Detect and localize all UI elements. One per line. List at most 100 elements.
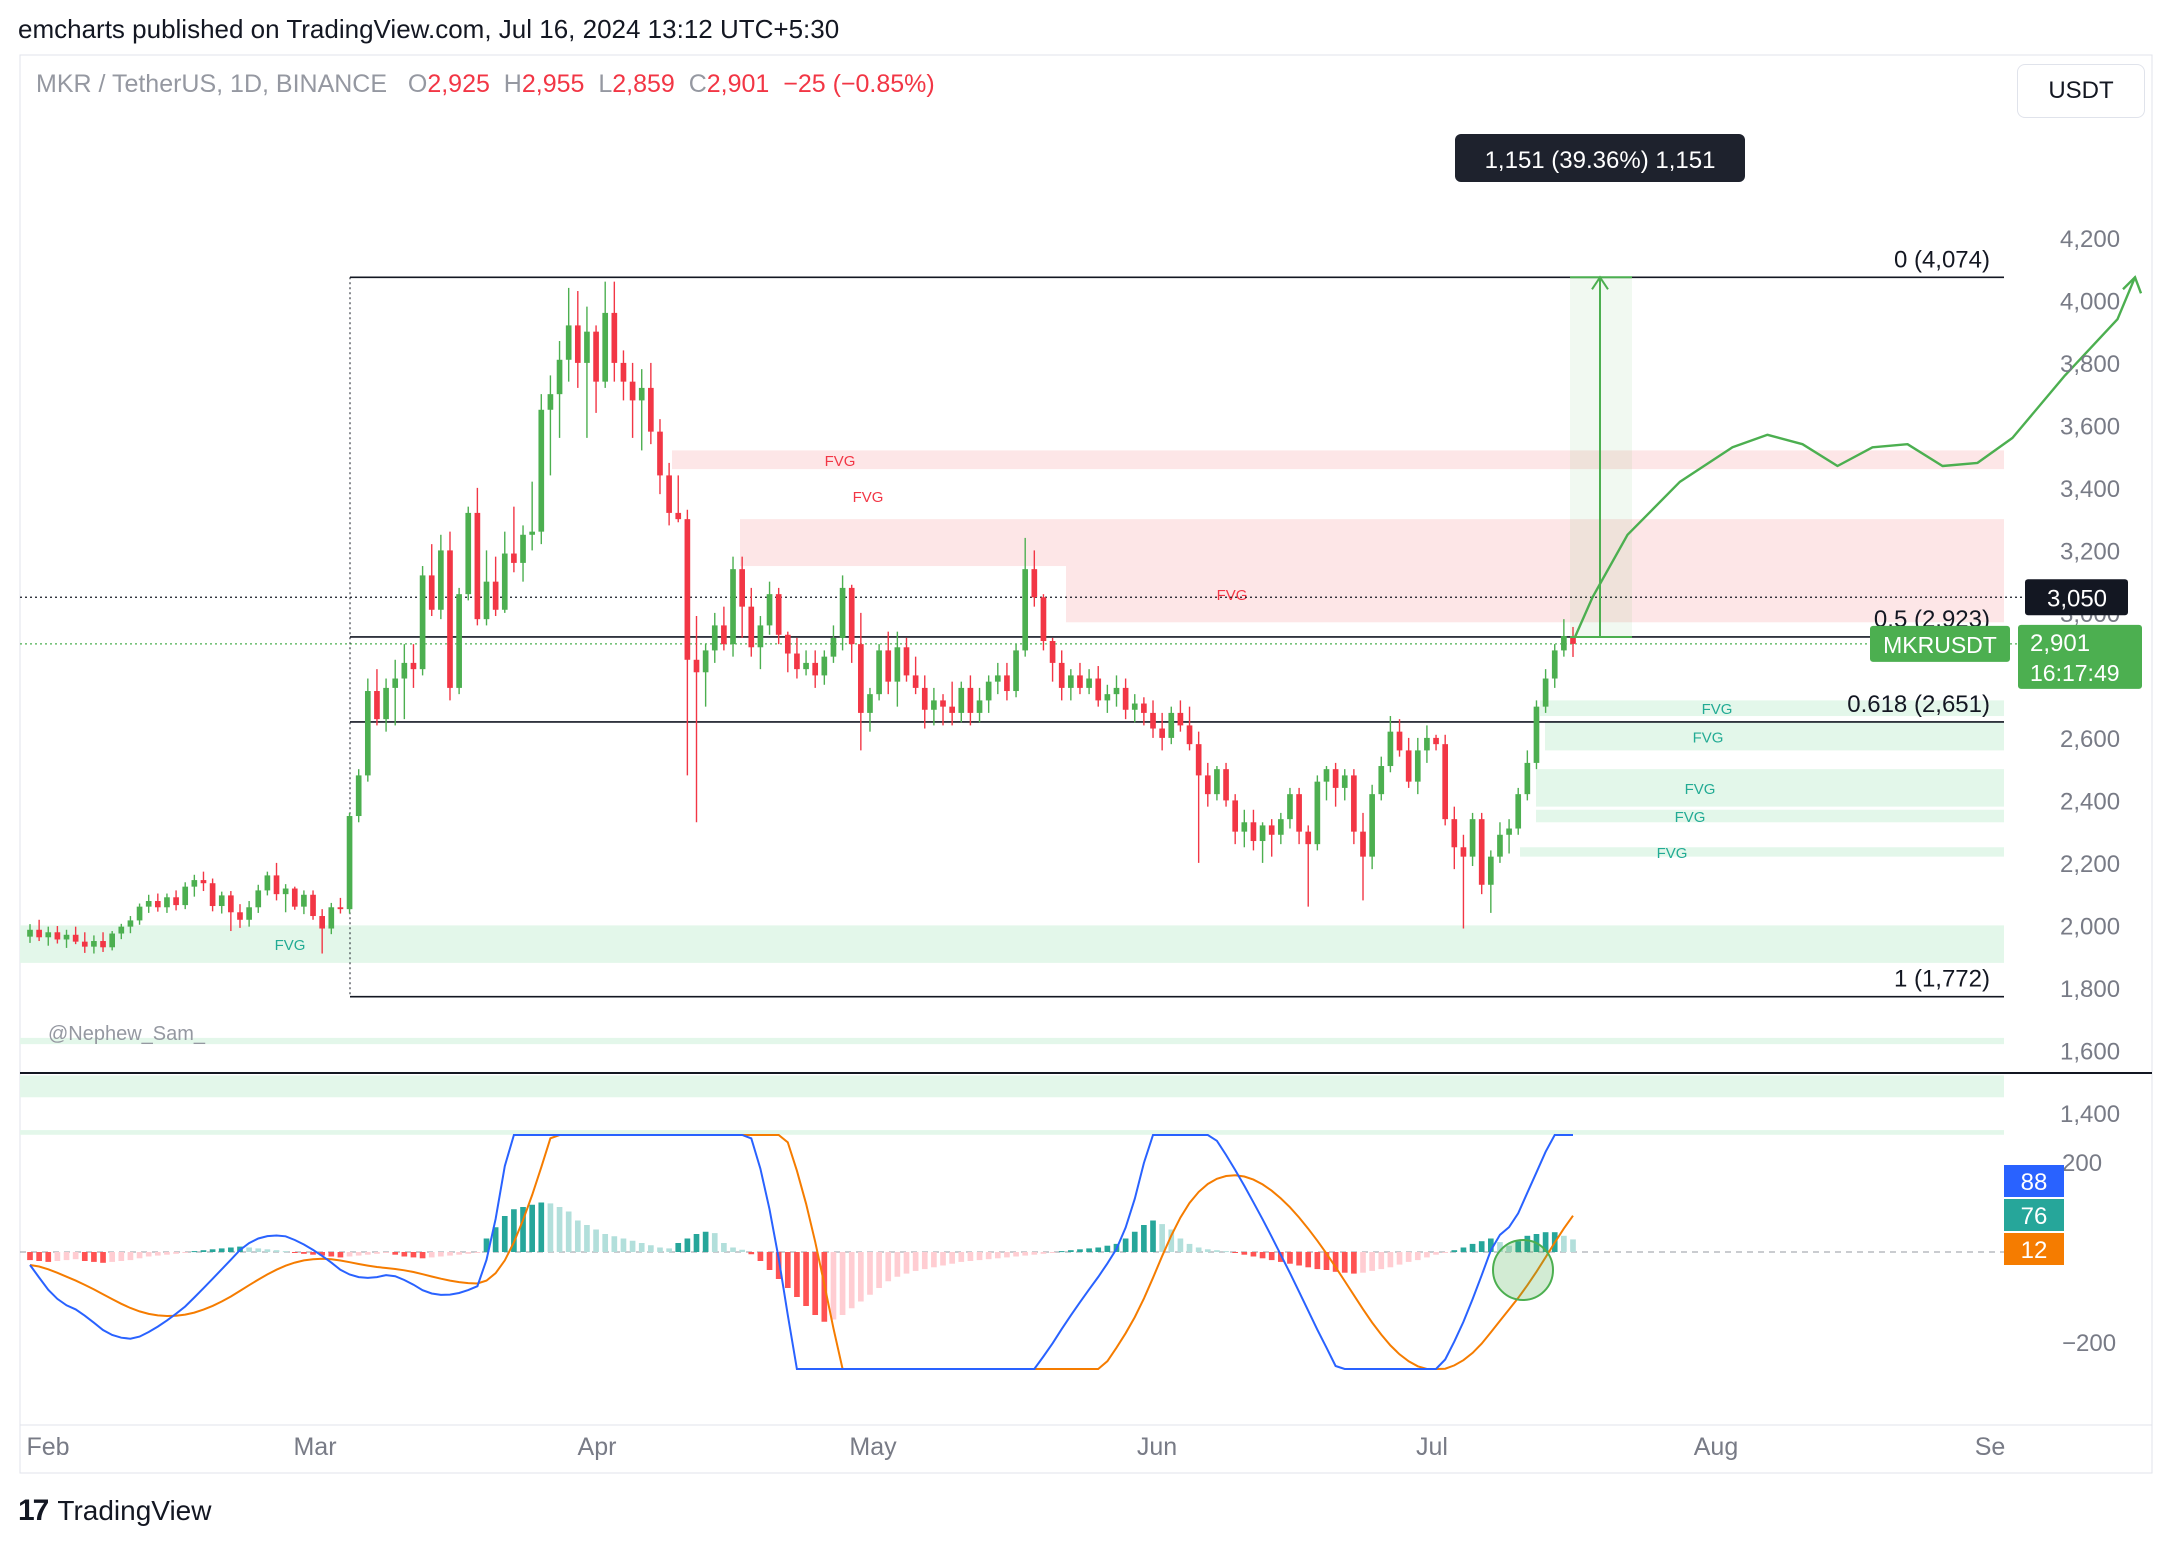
candle-body — [693, 659, 700, 673]
candle-body — [492, 581, 499, 610]
candle-body — [1250, 822, 1257, 842]
macd-histogram-bar — [730, 1247, 736, 1252]
candle-body — [100, 941, 106, 948]
macd-histogram-bar — [109, 1252, 116, 1262]
macd-histogram-bar — [1168, 1229, 1175, 1252]
candle-body — [1360, 831, 1366, 857]
change-value: −25 (−0.85%) — [783, 70, 935, 98]
macd-histogram-bar — [1131, 1231, 1138, 1252]
candle-body — [81, 941, 88, 947]
currency-button[interactable]: USDT — [2017, 64, 2145, 118]
fvg-label: FVG — [853, 489, 884, 506]
candle-body — [419, 575, 426, 670]
macd-histogram-bar — [355, 1252, 362, 1256]
fvg-zone — [740, 519, 2004, 567]
macd-value-label: 76 — [2021, 1203, 2048, 1230]
candle-body — [675, 512, 682, 520]
macd-histogram-bar — [702, 1231, 709, 1252]
macd-histogram-bar — [1040, 1252, 1047, 1254]
candle-body — [191, 880, 198, 887]
macd-histogram-bar — [803, 1252, 809, 1306]
macd-value-label: 88 — [2021, 1169, 2048, 1196]
candle-body — [374, 691, 380, 720]
candle-body — [1305, 831, 1312, 845]
current-price-tag — [2018, 624, 2142, 689]
macd-histogram-bar — [374, 1252, 380, 1254]
candle-body — [145, 901, 152, 907]
candle-body — [839, 587, 846, 638]
candle-body — [1204, 775, 1211, 795]
macd-histogram-bar — [1442, 1252, 1449, 1253]
candle-body — [54, 932, 61, 940]
candle-body — [812, 662, 819, 676]
macd-histogram-bar — [401, 1252, 408, 1257]
macd-histogram-bar — [145, 1252, 152, 1257]
macd-histogram-bar — [1460, 1247, 1467, 1252]
candle-body — [465, 512, 472, 595]
macd-histogram-bar — [136, 1252, 143, 1259]
candle-body — [1013, 650, 1019, 692]
macd-histogram-bar — [1305, 1252, 1312, 1268]
candle-body — [447, 550, 453, 688]
candle-body — [364, 691, 371, 776]
macd-histogram-bar — [949, 1252, 955, 1264]
fvg-zone — [1520, 847, 2004, 857]
candle-body — [27, 929, 33, 937]
candle-body — [547, 394, 554, 410]
candle-body — [994, 675, 1001, 682]
candle-body — [1259, 825, 1266, 842]
candle-body — [383, 687, 389, 720]
fvg-label: FVG — [825, 453, 856, 470]
candle-body — [401, 662, 408, 679]
candle-body — [1387, 731, 1394, 767]
macd-histogram-bar — [1323, 1252, 1330, 1270]
candle-body — [1460, 847, 1467, 857]
macd-histogram-bar — [1013, 1252, 1019, 1257]
candle-body — [392, 678, 399, 688]
macd-histogram-bar — [556, 1207, 563, 1252]
fib-level-label: 0.618 (2,651) — [1847, 691, 1990, 718]
price-axis-tick: 1,800 — [2060, 976, 2120, 1003]
price-axis-tick: 3,200 — [2060, 538, 2120, 565]
candle-body — [556, 359, 563, 395]
tradingview-logo[interactable]: 17 TradingView — [18, 1494, 211, 1528]
fvg-zone — [1536, 809, 2004, 823]
macd-axis-tick: 200 — [2062, 1150, 2102, 1177]
high-label: H — [503, 70, 522, 98]
macd-histogram-bar — [1049, 1252, 1056, 1253]
fvg-label: FVG — [1693, 729, 1724, 746]
macd-histogram-bar — [629, 1240, 636, 1252]
candle-body — [821, 656, 828, 676]
candle-body — [1113, 687, 1120, 695]
macd-histogram-bar — [36, 1252, 42, 1261]
open-label: O — [407, 70, 428, 98]
fvg-zone — [20, 1130, 2004, 1135]
candle-body — [1223, 769, 1229, 801]
time-axis-tick: Mar — [293, 1433, 336, 1461]
time-axis-tick: Jul — [1416, 1433, 1448, 1461]
macd-histogram-bar — [1232, 1252, 1239, 1253]
macd-histogram-bar — [474, 1252, 481, 1253]
candle-body — [1195, 744, 1202, 776]
candle-body — [1104, 694, 1111, 701]
candle-body — [410, 662, 417, 670]
macd-histogram-bar — [1542, 1232, 1549, 1252]
candle-body — [1186, 725, 1193, 745]
candle-body — [1469, 819, 1476, 857]
macd-histogram-bar — [1351, 1252, 1357, 1274]
candle-body — [310, 894, 316, 917]
candle-body — [1414, 750, 1421, 782]
macd-histogram-bar — [301, 1252, 307, 1254]
macd-histogram-bar — [921, 1252, 928, 1270]
low-value: 2,859 — [612, 70, 675, 98]
fvg-zone — [1536, 769, 2004, 807]
macd-histogram-bar — [903, 1252, 910, 1274]
macd-histogram-bar — [447, 1252, 453, 1256]
candle-body — [136, 906, 143, 921]
candle-body — [164, 897, 170, 908]
candle-body — [1031, 569, 1038, 598]
fvg-zone — [20, 925, 2004, 963]
fvg-zone — [20, 1075, 2004, 1098]
macd-histogram-bar — [940, 1252, 946, 1266]
